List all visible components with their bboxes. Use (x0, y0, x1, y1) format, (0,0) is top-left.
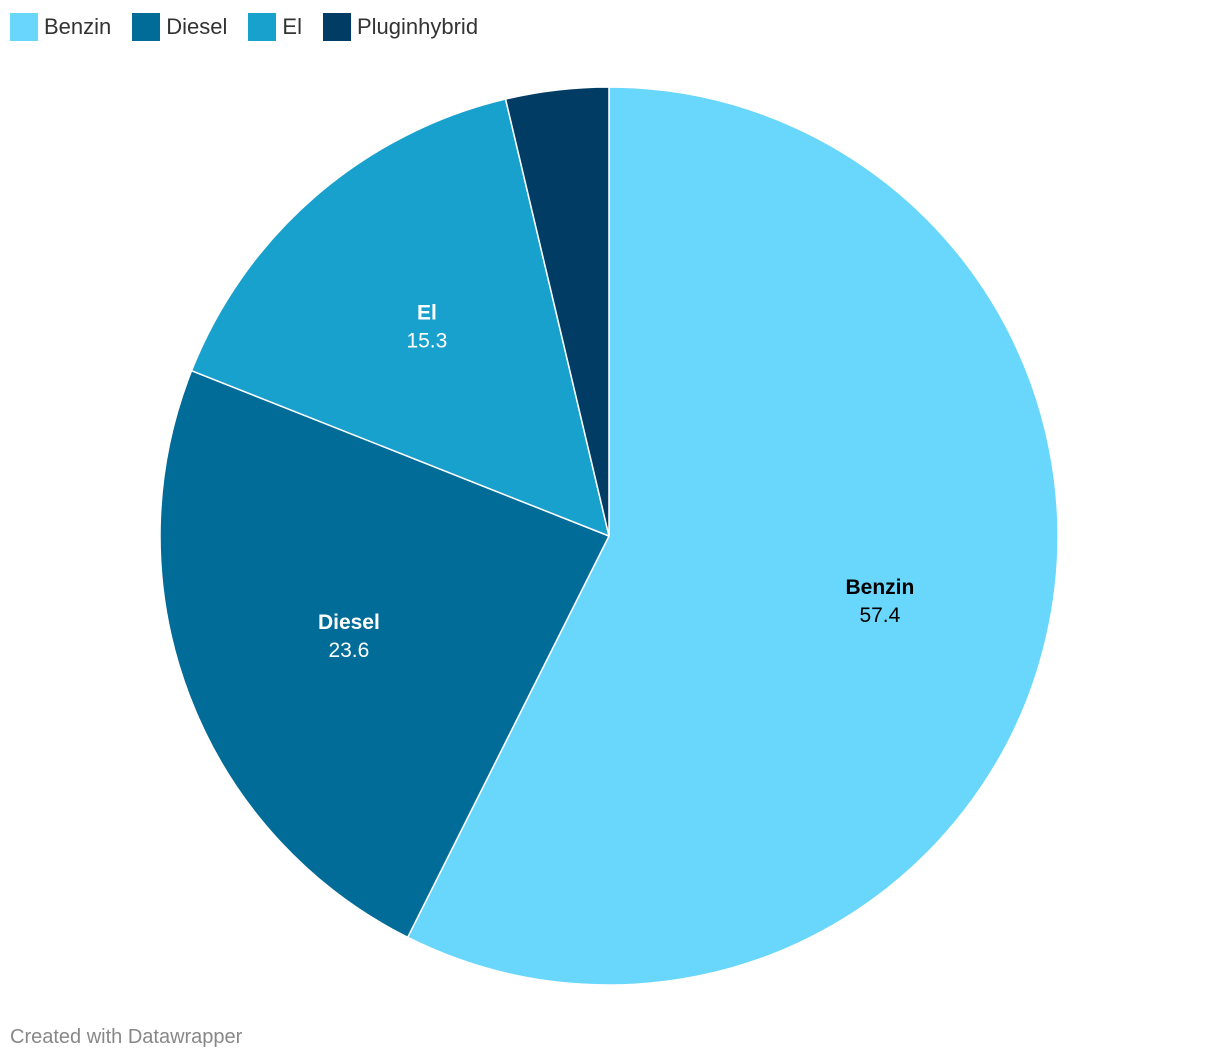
datawrapper-credit: Created with Datawrapper (10, 1026, 243, 1048)
legend-item-benzin: Benzin (10, 13, 111, 41)
slice-value-diesel: 23.6 (328, 639, 369, 662)
legend-swatch-diesel (132, 13, 161, 41)
legend-label-benzin: Benzin (44, 14, 112, 39)
legend-item-diesel: Diesel (132, 13, 227, 41)
chart-legend: Benzin Diesel El Pluginhybrid (10, 13, 478, 41)
pie-slice-pluginhybrid (504, 86, 610, 537)
legend-item-el: El (248, 13, 302, 41)
legend-swatch-el (248, 13, 277, 41)
legend-item-pluginhybrid: Pluginhybrid (322, 13, 479, 41)
slice-value-benzin: 57.4 (859, 604, 900, 627)
pie-slices (159, 86, 1059, 986)
pie-slice-diesel (159, 369, 610, 939)
pie-labels: Benzin 57.4 Diesel 23.6 El 15.3 (318, 302, 914, 663)
legend-label-el: El (282, 14, 302, 39)
legend-swatch-benzin (10, 13, 38, 41)
legend-label-pluginhybrid: Pluginhybrid (356, 14, 479, 39)
legend-swatch-pluginhybrid (322, 13, 351, 41)
slice-label-benzin: Benzin (845, 576, 914, 599)
slice-label-diesel: Diesel (318, 611, 380, 634)
slice-value-el: 15.3 (406, 330, 447, 353)
pie-slice-el (190, 98, 610, 537)
slice-label-el: El (417, 302, 437, 325)
pie-slice-benzin (406, 86, 1059, 986)
legend-label-diesel: Diesel (166, 14, 228, 39)
